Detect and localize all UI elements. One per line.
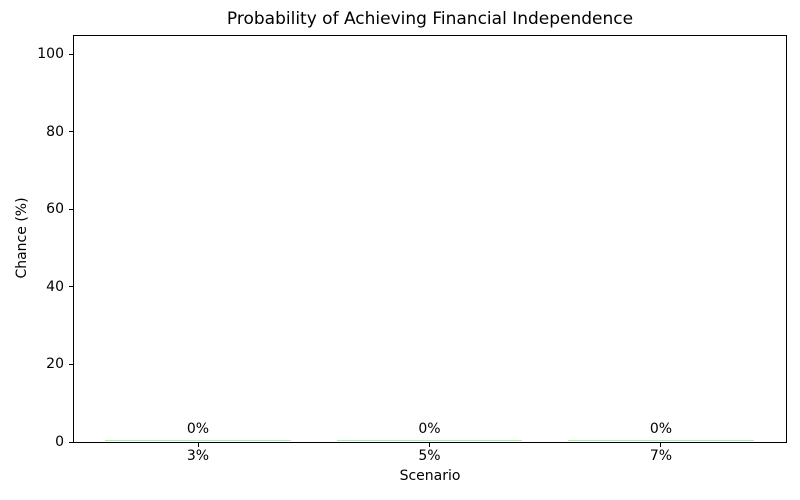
- x-tick-label: 5%: [418, 448, 441, 464]
- bar: [336, 440, 523, 441]
- y-tick-label: 80: [46, 123, 64, 140]
- bar-value-label: 0%: [649, 421, 673, 437]
- y-tick-mark: [69, 363, 73, 365]
- y-tick-label: 20: [46, 356, 64, 373]
- x-tick-mark: [197, 443, 199, 447]
- bar-value-label: 0%: [418, 421, 441, 437]
- y-tick-mark: [69, 441, 73, 443]
- x-axis-label: Scenario: [399, 468, 461, 484]
- chart-title: Probability of Achieving Financial Indep…: [226, 9, 634, 29]
- bar: [105, 440, 291, 441]
- plot-area: [73, 35, 787, 443]
- x-tick-label: 3%: [186, 448, 210, 464]
- y-tick-mark: [69, 53, 73, 55]
- y-tick-label: 0: [55, 434, 64, 450]
- y-tick-mark: [69, 286, 73, 288]
- y-tick-mark: [69, 208, 73, 210]
- x-tick-mark: [429, 443, 430, 447]
- y-tick-label: 40: [46, 278, 64, 295]
- y-tick-mark: [69, 131, 73, 133]
- y-tick-label: 60: [46, 201, 64, 218]
- bar-value-label: 0%: [186, 421, 210, 437]
- y-tick-label: 100: [37, 46, 64, 63]
- x-tick-mark: [660, 443, 662, 447]
- bar: [568, 440, 754, 441]
- x-tick-label: 7%: [649, 448, 673, 464]
